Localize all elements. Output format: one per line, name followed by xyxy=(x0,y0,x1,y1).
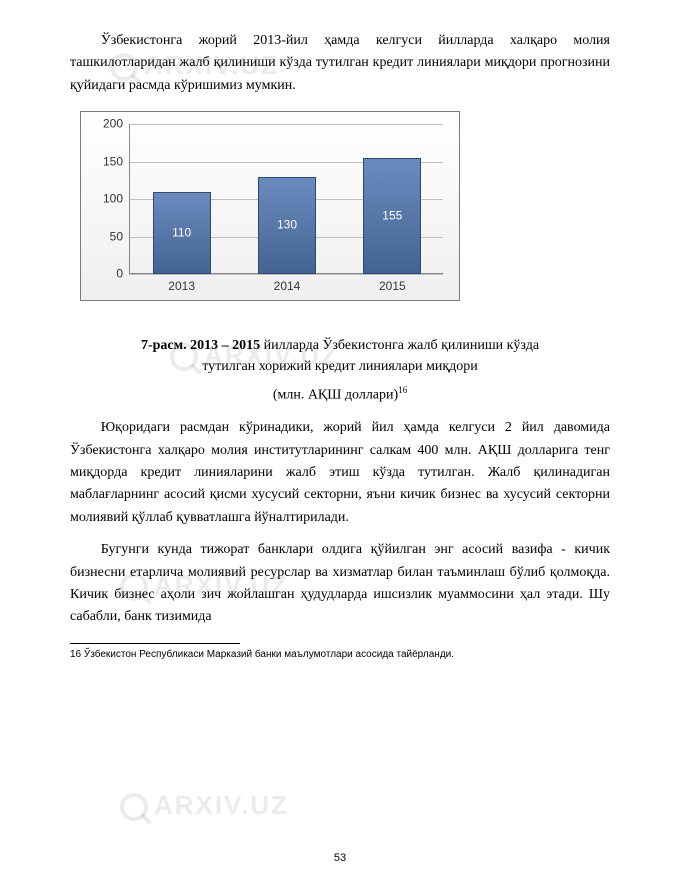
bar-value-label: 155 xyxy=(364,206,420,225)
x-tick-label: 2013 xyxy=(153,277,211,296)
y-tick-label: 0 xyxy=(89,265,123,284)
x-tick-label: 2014 xyxy=(258,277,316,296)
bar: 155 xyxy=(363,158,421,274)
x-tick-label: 2015 xyxy=(363,277,421,296)
bar: 130 xyxy=(258,177,316,275)
gridline xyxy=(129,274,443,275)
page-number: 53 xyxy=(0,852,680,864)
fig-number: 7-расм xyxy=(141,338,183,353)
bar-value-label: 130 xyxy=(259,216,315,235)
figure-subcaption: (млн. АҚШ доллари)16 xyxy=(70,383,610,407)
y-tick-label: 50 xyxy=(89,227,123,246)
y-tick-label: 200 xyxy=(89,115,123,134)
bar: 110 xyxy=(153,192,211,275)
magnifier-icon xyxy=(120,793,148,821)
bar-value-label: 110 xyxy=(154,223,210,242)
footnote: 16 Ўзбекистон Республикаси Марказий банк… xyxy=(70,647,610,663)
paragraph-2: Юқоридаги расмдан кўринадики, жорий йил … xyxy=(70,417,610,529)
figure-caption: 7-расм. 2013 – 2015 йилларда Ўзбекистонг… xyxy=(130,335,550,377)
y-tick-label: 100 xyxy=(89,190,123,209)
y-tick-label: 150 xyxy=(89,152,123,171)
fig-years: 2013 – 2015 xyxy=(190,338,260,353)
footnote-separator xyxy=(70,643,240,644)
paragraph-1: Ўзбекистонга жорий 2013-йил ҳамда келгус… xyxy=(70,30,610,97)
gridline xyxy=(129,124,443,125)
page-content: Ўзбекистонга жорий 2013-йил ҳамда келгус… xyxy=(0,0,680,663)
watermark: ARXIV.UZ xyxy=(120,790,289,821)
bar-chart: 0 50 100 150 200 110 2013 130 2014 155 2015 xyxy=(80,111,460,301)
paragraph-3: Бугунги кунда тижорат банклари олдига қў… xyxy=(70,539,610,629)
